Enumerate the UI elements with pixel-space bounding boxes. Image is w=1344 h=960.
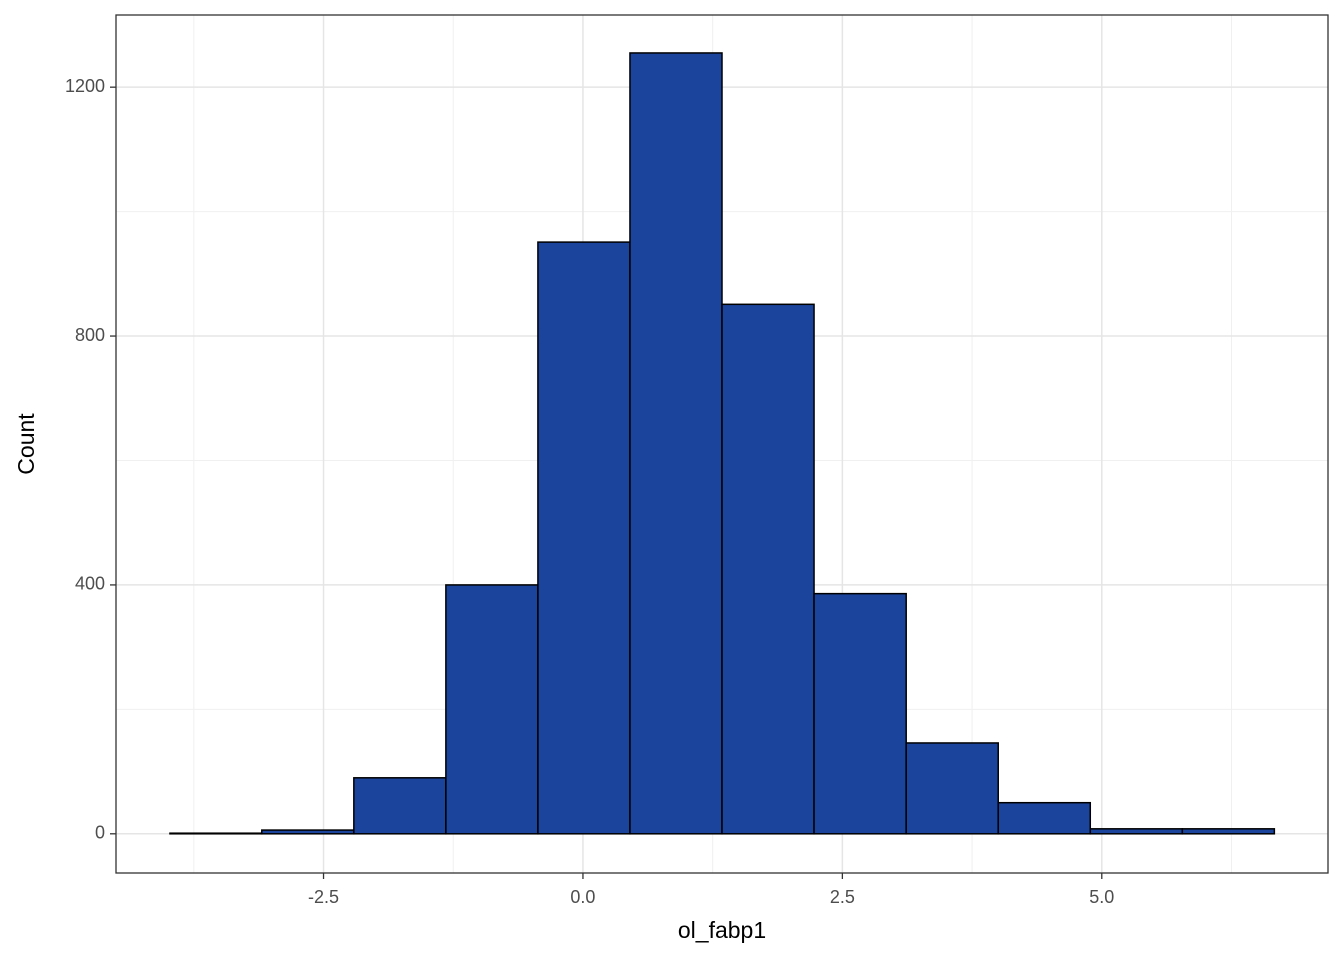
y-tick-label: 400 [75, 574, 105, 594]
y-tick-label: 1200 [65, 76, 105, 96]
bar [1089, 828, 1184, 835]
bar [721, 303, 815, 835]
bar [1181, 828, 1276, 835]
bar [537, 241, 631, 835]
bar [169, 832, 263, 835]
bar [905, 742, 999, 835]
x-tick-label: 2.5 [830, 887, 855, 907]
bar [445, 584, 539, 835]
y-axis-title: Count [13, 413, 39, 475]
bar [997, 801, 1092, 835]
bar [261, 829, 355, 835]
bar [629, 52, 723, 835]
x-axis-title: ol_fabp1 [678, 917, 766, 943]
bar [813, 592, 907, 835]
y-tick-label: 800 [75, 325, 105, 345]
x-tick-label: 5.0 [1089, 887, 1114, 907]
y-tick-label: 0 [95, 823, 105, 843]
bar [353, 777, 447, 835]
x-tick-label: 0.0 [570, 887, 595, 907]
plot-border [115, 14, 1329, 874]
x-tick-label: -2.5 [308, 887, 339, 907]
